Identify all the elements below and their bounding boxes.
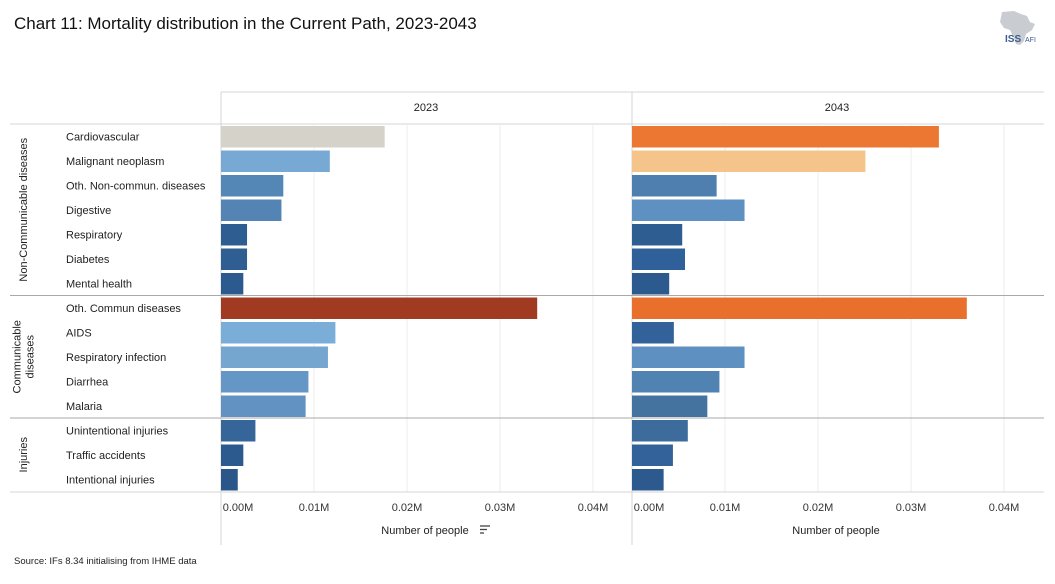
category-label: Intentional injuries	[66, 474, 155, 486]
bar-2023	[221, 199, 282, 221]
tick-label: 0.02M	[392, 502, 423, 514]
chart-title: Chart 11: Mortality distribution in the …	[14, 14, 477, 33]
panel-header-2043: 2043	[825, 102, 849, 114]
africa-map-icon	[1000, 11, 1035, 45]
tick-label: 0.02M	[803, 502, 834, 514]
tick-label: 0.04M	[989, 502, 1020, 514]
bar-2043	[632, 420, 688, 442]
tick-label: 0.00M	[634, 502, 665, 514]
axis-title-2023: Number of people	[381, 525, 468, 537]
panel-header-2023: 2023	[414, 102, 438, 114]
bar-2043	[632, 297, 967, 319]
group-label: Non-Communicable diseases	[18, 137, 30, 281]
tick-label: 0.00M	[223, 502, 254, 514]
bar-2043	[632, 150, 866, 172]
category-label: Malaria	[66, 401, 103, 413]
bar-2023	[221, 273, 244, 295]
bar-2043	[632, 273, 670, 295]
category-label: Oth. Non-commun. diseases	[66, 180, 206, 192]
group-label: Communicable	[11, 320, 23, 393]
bar-2023	[221, 395, 306, 417]
bar-2023	[221, 371, 309, 393]
bar-2023	[221, 248, 248, 270]
bar-2023	[221, 346, 328, 368]
bar-2023	[221, 297, 538, 319]
iss-africa-logo: ISS AFI	[1000, 11, 1036, 45]
bar-2043	[632, 371, 720, 393]
bar-2023	[221, 126, 385, 148]
tick-label: 0.01M	[299, 502, 330, 514]
bar-2023	[221, 224, 248, 246]
category-label: Unintentional injuries	[66, 425, 169, 437]
bar-2043	[632, 126, 939, 148]
tick-label: 0.03M	[896, 502, 927, 514]
bar-2023	[221, 322, 336, 344]
category-label: Diarrhea	[66, 376, 109, 388]
group-label: diseases	[24, 335, 36, 379]
bar-2023	[221, 444, 244, 466]
category-label: Traffic accidents	[66, 450, 146, 462]
category-label: Diabetes	[66, 254, 110, 266]
labels-layer: Non-Communicable diseases Communicable dis…	[11, 102, 1019, 537]
source-note: Source: IFs 8.34 initialising from IHME …	[14, 556, 197, 567]
bar-2043	[632, 395, 708, 417]
category-label: Respiratory infection	[66, 352, 166, 364]
bar-2023	[221, 150, 330, 172]
logo-subtext: AFI	[1025, 37, 1036, 44]
bar-2043	[632, 224, 683, 246]
bar-2043	[632, 346, 745, 368]
category-label: AIDS	[66, 327, 92, 339]
bar-2023	[221, 420, 256, 442]
bar-2043	[632, 175, 717, 197]
bar-2043	[632, 248, 686, 270]
group-label: Injuries	[18, 437, 30, 473]
category-label: Respiratory	[66, 229, 123, 241]
tick-label: 0.01M	[710, 502, 741, 514]
axis-title-2043: Number of people	[792, 525, 879, 537]
bar-2043	[632, 444, 673, 466]
category-label: Digestive	[66, 205, 111, 217]
bar-2043	[632, 199, 745, 221]
tick-label: 0.04M	[578, 502, 609, 514]
category-label: Cardiovascular	[66, 131, 140, 143]
logo-text: ISS	[1005, 34, 1021, 45]
bar-2023	[221, 469, 238, 491]
bar-2023	[221, 175, 284, 197]
category-label: Malignant neoplasm	[66, 156, 164, 168]
tick-label: 0.03M	[485, 502, 516, 514]
category-label: Oth. Commun diseases	[66, 303, 181, 315]
category-label: Mental health	[66, 278, 132, 290]
bars-layer	[221, 126, 967, 491]
bar-2043	[632, 469, 664, 491]
bar-2043	[632, 322, 674, 344]
